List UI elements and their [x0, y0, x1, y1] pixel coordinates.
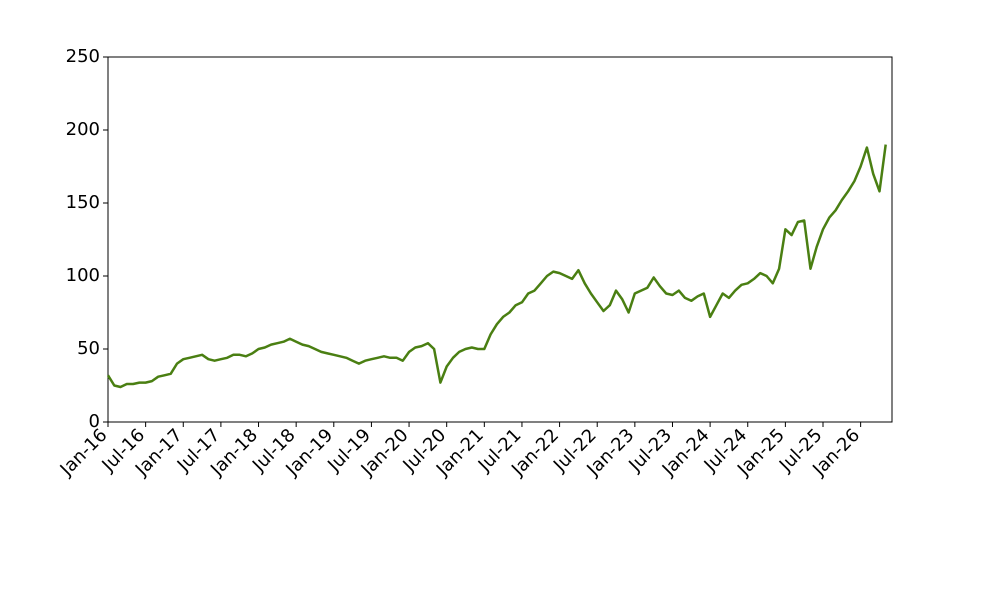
y-tick-label: 0: [89, 411, 100, 432]
plot-frame: [107, 56, 893, 423]
y-tick-label: 100: [66, 265, 100, 286]
y-tick-label: 150: [66, 192, 100, 213]
y-tick-label: 200: [66, 119, 100, 140]
y-tick-label: 250: [66, 46, 100, 67]
y-tick-label: 50: [77, 338, 100, 359]
series-line: [106, 144, 887, 389]
x-tick-label: Jan-16: [56, 425, 112, 481]
